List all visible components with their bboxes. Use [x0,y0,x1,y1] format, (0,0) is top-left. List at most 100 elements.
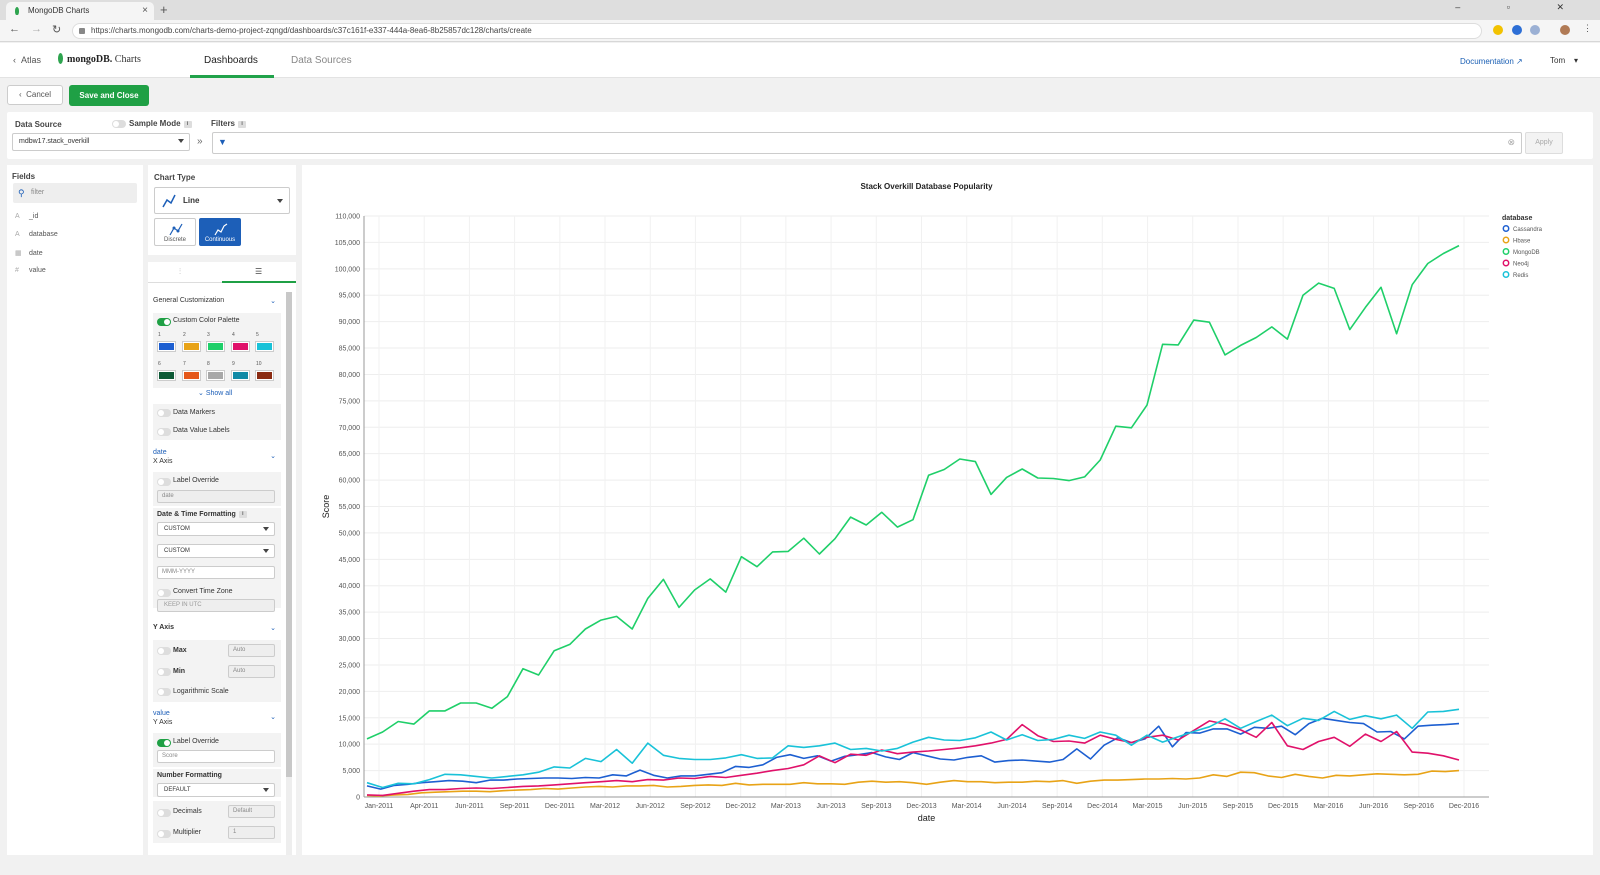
profile-avatar[interactable] [1560,25,1570,35]
x-tick-label: Jun-2013 [816,803,845,810]
tab-encode-icon[interactable]: ⫶ [179,267,181,276]
time-zone-select[interactable]: KEEP IN UTC [157,599,275,612]
field-name: database [29,231,58,238]
filters-label: Filters i [211,119,247,128]
documentation-link[interactable]: Documentation ↗ [1460,57,1523,66]
user-menu[interactable]: Tom ▾ [1550,56,1578,65]
date-format-select-2[interactable]: CUSTOM [157,544,275,558]
y-tick-label: 0 [356,795,360,802]
info-icon[interactable]: i [238,511,247,518]
palette-swatch[interactable] [231,370,250,381]
custom-palette-toggle[interactable] [157,318,171,326]
palette-swatch[interactable] [255,370,274,381]
decimals-toggle[interactable] [157,809,171,817]
y-max-input[interactable]: Auto [228,644,275,657]
browser-tab[interactable]: MongoDB Charts × [6,2,154,20]
sample-mode-toggle[interactable] [112,120,126,128]
y-label-override-toggle[interactable] [157,739,171,747]
active-tab-indicator [222,281,296,283]
subtype-continuous-button[interactable]: Continuous [199,218,241,246]
y-axis-label: Score [321,495,331,519]
x-tick-label: Dec-2012 [725,803,755,810]
y-axis-section-header[interactable]: Y Axis [153,624,175,631]
field-item[interactable]: ▦ date [15,249,43,257]
menu-kebab-icon[interactable]: ⋮ [1583,23,1592,33]
datetime-formatting-label: Date & Time Formatting i [157,511,247,518]
field-item[interactable]: A _id [15,213,38,220]
y-axis-header[interactable]: Y Axis [153,719,173,726]
extension-icon[interactable] [1512,25,1522,35]
chart-type-select[interactable]: Line [154,187,290,214]
new-tab-button[interactable]: + [160,2,168,17]
multiplier-input[interactable]: 1 [228,826,275,839]
chevron-down-icon[interactable]: ⌄ [270,298,276,305]
x-tick-label: Sep-2012 [680,803,710,810]
y-tick-label: 5,000 [342,768,360,775]
reload-icon[interactable]: ↻ [52,24,62,36]
url-input[interactable]: https://charts.mongodb.com/charts-demo-p… [72,23,1482,39]
palette-swatch[interactable] [231,341,250,352]
y-max-toggle[interactable] [157,647,171,655]
tab-data-sources[interactable]: Data Sources [291,55,352,66]
multiplier-toggle[interactable] [157,830,171,838]
x-label-override-toggle[interactable] [157,478,171,486]
log-scale-toggle[interactable] [157,688,171,696]
fields-search-input[interactable]: ⚲ filter [13,183,137,203]
date-format-select-1[interactable]: CUSTOM [157,522,275,536]
show-all-link[interactable]: ⌄ Show all [198,390,233,397]
data-source-select[interactable]: mdbw17.stack_overkill [12,133,190,151]
chevron-down-icon[interactable]: ⌄ [270,453,276,460]
back-to-atlas-link[interactable]: ‹ Atlas [13,55,42,65]
filter-input[interactable]: ▼ ⊗ [212,132,1522,154]
extension-icon-2[interactable] [1530,25,1540,35]
tab-dashboards[interactable]: Dashboards [204,55,258,66]
scrollbar-thumb[interactable] [286,292,292,777]
tab-customize-icon[interactable]: ☰ [255,267,263,276]
date-format-pattern-input[interactable]: MMM-YYYY [157,566,275,579]
save-and-close-button[interactable]: Save and Close [69,85,149,106]
data-markers-toggle[interactable] [157,409,171,417]
palette-swatch[interactable] [182,341,201,352]
close-tab-icon[interactable]: × [142,5,148,16]
subtype-discrete-button[interactable]: Discrete [154,218,196,246]
customization-scrollbar[interactable] [286,292,292,855]
decimals-input[interactable]: Default [228,805,275,818]
palette-swatch[interactable] [182,370,201,381]
palette-swatch[interactable] [157,370,176,381]
x-label-input[interactable]: date [157,490,275,503]
apply-button[interactable]: Apply [1525,132,1563,154]
cancel-button[interactable]: ‹ Cancel [7,85,63,105]
x-axis-header[interactable]: X Axis [153,458,173,465]
chevron-down-icon[interactable]: ⌄ [270,714,276,721]
general-customization-header[interactable]: General Customization [153,297,225,304]
data-value-labels-toggle[interactable] [157,428,171,436]
clear-filter-icon[interactable]: ⊗ [1507,137,1515,147]
palette-swatch[interactable] [255,341,274,352]
sample-mode-label: Sample Mode i [129,119,192,128]
palette-swatch[interactable] [206,341,225,352]
info-icon[interactable]: i [238,121,247,128]
back-arrow-icon[interactable]: ← [9,23,20,35]
y-min-input[interactable]: Auto [228,665,275,678]
continuous-line-icon [214,223,228,236]
y-min-toggle[interactable] [157,668,171,676]
number-format-select[interactable]: DEFAULT [157,783,275,797]
number-format-value: DEFAULT [164,787,191,793]
number-formatting-label: Number Formatting [157,772,222,779]
data-source-label: Data Source [15,120,62,129]
convert-time-zone-label: Convert Time Zone [173,588,233,595]
forward-arrow-icon[interactable]: → [31,23,42,35]
field-item[interactable]: # value [15,267,46,274]
convert-time-zone-toggle[interactable] [157,589,171,597]
lock-icon [79,28,85,34]
chevron-down-icon[interactable]: ⌄ [270,625,276,632]
y-label-input[interactable]: Score [157,750,275,763]
logo-product: Charts [114,54,141,65]
info-icon[interactable]: i [183,121,192,128]
palette-swatch[interactable] [157,341,176,352]
window-controls[interactable]: – ▫ ✕ [1455,2,1586,12]
palette-swatch[interactable] [206,370,225,381]
star-icon[interactable] [1493,25,1503,35]
x-tick-label: Apr-2011 [410,803,438,810]
